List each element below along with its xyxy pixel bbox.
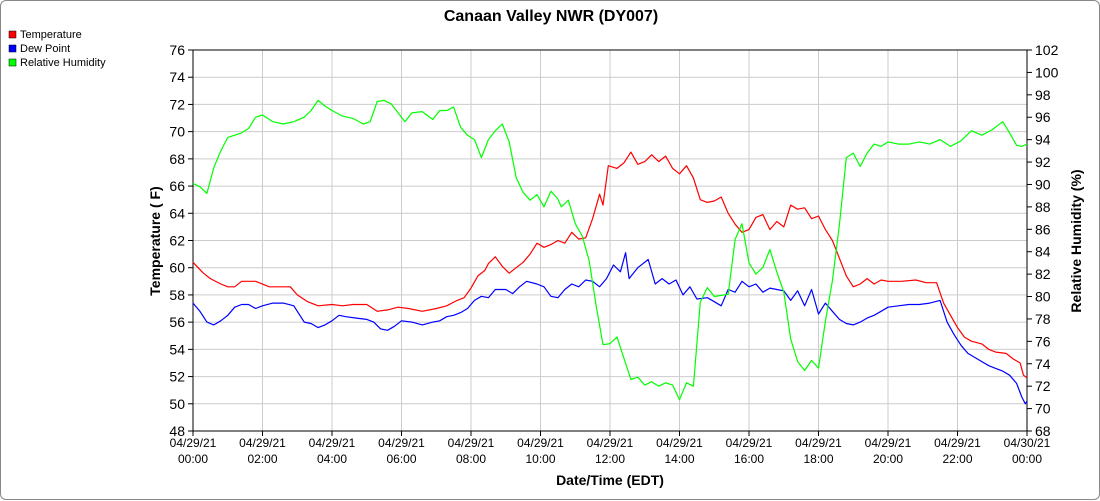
y2-tick-label: 86 [1035,221,1051,237]
y2-tick-label: 68 [1035,423,1051,439]
x-tick-label-time: 00:00 [178,452,208,466]
series-lines [192,99,1028,405]
x-tick-label-time: 00:00 [1012,452,1042,466]
y2-tick-label: 98 [1035,87,1051,103]
x-tick-label-date: 04/29/21 [656,436,703,450]
x-tick-label-time: 12:00 [595,452,625,466]
y2-tick-label: 74 [1035,356,1051,372]
x-tick-label-date: 04/29/21 [309,436,356,450]
y-tick-label: 62 [169,233,185,249]
y-tick-label: 74 [169,69,185,85]
temperature-line [192,151,1028,379]
y2-tick-label: 76 [1035,333,1051,349]
x-tick-label-time: 04:00 [317,452,347,466]
x-tick-label-date: 04/29/21 [517,436,564,450]
y-axis-ticks: 48 50 52 54 56 58 60 62 64 66 68 70 72 74 76 [169,42,193,439]
y-tick-label: 76 [169,42,185,58]
legend-swatch-relative-humidity [8,58,17,67]
y-tick-label: 56 [169,314,185,330]
x-tick-label-date: 04/29/21 [934,436,981,450]
y2-tick-label: 90 [1035,176,1051,192]
y-tick-label: 68 [169,151,185,167]
y2-tick-label: 96 [1035,109,1051,125]
x-tick-label-date: 04/29/21 [865,436,912,450]
chart-title: Canaan Valley NWR (DY007) [444,8,658,25]
y-tick-label: 48 [169,423,185,439]
x-axis-ticks: 04/29/21 00:00 04/29/21 02:00 04/29/21 04:00 0… [170,431,1051,466]
y-tick-label: 58 [169,287,185,303]
y-tick-label: 54 [169,341,185,357]
y-tick-label: 50 [169,396,185,412]
y2-tick-label: 84 [1035,244,1051,260]
y2-tick-label: 94 [1035,132,1051,148]
x-tick-label-date: 04/29/21 [378,436,425,450]
x-tick-label-date: 04/29/21 [239,436,286,450]
legend-label-dew-point: Dew Point [20,43,70,55]
y2-tick-label: 88 [1035,199,1051,215]
y-tick-label: 64 [169,205,185,221]
x-tick-label-time: 06:00 [386,452,416,466]
y2-tick-label: 70 [1035,401,1051,417]
x-axis-label: Date/Time (EDT) [556,472,664,488]
legend-label-temperature: Temperature [20,29,82,41]
x-tick-label-date: 04/29/21 [726,436,773,450]
y-axis-label: Temperature ( F) [147,186,163,295]
y-tick-label: 52 [169,369,185,385]
x-tick-label-date: 04/30/21 [1004,436,1051,450]
x-tick-label-time: 08:00 [456,452,486,466]
x-tick-label-time: 20:00 [873,452,903,466]
x-tick-label-time: 22:00 [942,452,972,466]
legend-swatch-dew-point [8,44,17,53]
x-tick-label-date: 04/29/21 [795,436,842,450]
y2-axis-label: Relative Humidity (%) [1068,169,1084,312]
grid [192,49,1028,432]
y2-tick-label: 82 [1035,266,1051,282]
x-tick-label-time: 02:00 [247,452,277,466]
x-tick-label-date: 04/29/21 [448,436,495,450]
x-tick-label-time: 10:00 [525,452,555,466]
y-tick-label: 72 [169,96,185,112]
x-tick-label-time: 14:00 [664,452,694,466]
dew-point-line [192,252,1028,405]
x-tick-label-time: 18:00 [803,452,833,466]
y2-tick-label: 102 [1035,42,1059,58]
y2-tick-label: 92 [1035,154,1051,170]
y-tick-label: 66 [169,178,185,194]
y2-axis-ticks: 68 70 72 74 76 78 80 82 84 86 88 90 92 94 96 98 100 102 [1027,42,1059,439]
legend-label-relative-humidity: Relative Humidity [20,57,106,69]
y2-tick-label: 100 [1035,64,1059,80]
legend: Temperature Dew Point Relative Humidity [8,29,106,69]
y-tick-label: 60 [169,260,185,276]
x-tick-label-time: 16:00 [734,452,764,466]
x-tick-label-date: 04/29/21 [170,436,217,450]
y2-tick-label: 72 [1035,378,1051,394]
y-tick-label: 70 [169,124,185,140]
relative-humidity-line [192,99,1028,401]
legend-swatch-temperature [8,30,17,39]
y2-tick-label: 78 [1035,311,1051,327]
y2-tick-label: 80 [1035,289,1051,305]
x-tick-label-date: 04/29/21 [587,436,634,450]
